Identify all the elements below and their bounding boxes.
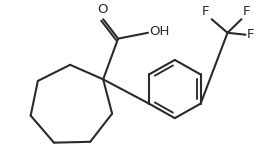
Text: OH: OH: [149, 25, 169, 38]
Text: F: F: [202, 5, 210, 18]
Text: O: O: [97, 3, 108, 16]
Text: F: F: [247, 28, 254, 41]
Text: F: F: [242, 5, 250, 18]
